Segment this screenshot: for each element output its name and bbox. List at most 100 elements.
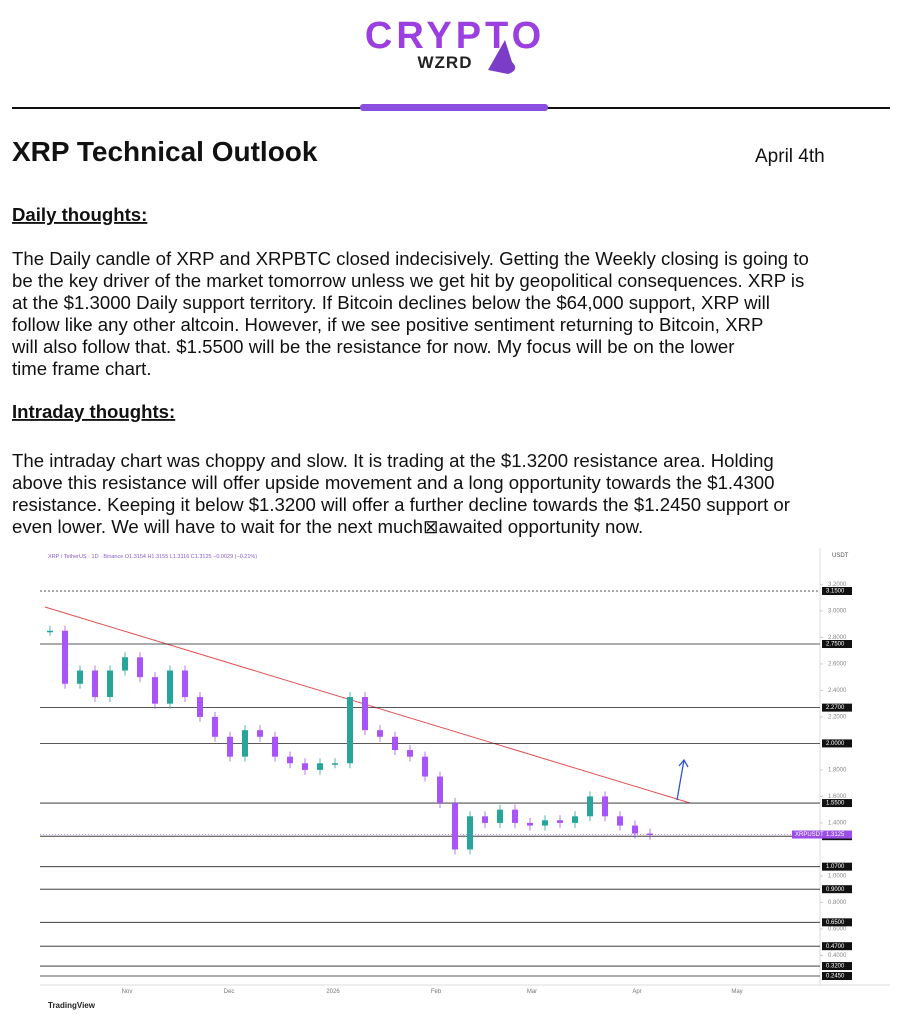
y-tick-label: 3.0000 xyxy=(828,608,847,614)
x-tick-label: May xyxy=(731,989,742,995)
level-label: 0.3200 xyxy=(826,964,845,970)
price-tag: XRPUSDT xyxy=(795,832,824,838)
candle xyxy=(482,816,488,823)
level-tag xyxy=(822,703,852,712)
candle xyxy=(572,816,578,823)
candle xyxy=(212,716,218,737)
candle xyxy=(587,796,593,817)
level-tag xyxy=(822,885,852,894)
level-tag xyxy=(822,942,852,951)
paragraph-line: will also follow that. $1.5500 will be t… xyxy=(11,336,734,357)
candle xyxy=(392,736,398,751)
section-heading: Daily thoughts: xyxy=(12,204,147,225)
level-label: 0.2450 xyxy=(826,974,845,980)
candle xyxy=(47,630,53,633)
level-tag xyxy=(822,799,852,808)
candle xyxy=(272,736,278,757)
candle xyxy=(167,670,173,704)
x-tick-label: Dec xyxy=(224,989,235,995)
level-tag xyxy=(822,918,852,927)
section-heading: Intraday thoughts: xyxy=(12,401,175,422)
level-label: 0.9000 xyxy=(826,887,845,893)
level-tag xyxy=(822,962,852,971)
candle xyxy=(347,697,353,764)
candle xyxy=(137,657,143,678)
logo-hat xyxy=(488,40,516,74)
paragraph-line: at the $1.3000 Daily support territory. … xyxy=(12,292,770,313)
paragraph-line: time frame chart. xyxy=(12,358,152,379)
candle xyxy=(62,630,68,684)
level-label: 2.2700 xyxy=(826,705,845,711)
candle xyxy=(527,822,533,826)
y-tick-label: 0.4000 xyxy=(828,953,847,959)
date: April 4th xyxy=(755,146,825,167)
candle xyxy=(557,820,563,823)
y-tick-label: 2.8000 xyxy=(828,635,847,641)
x-tick-label: Feb xyxy=(431,989,442,995)
paragraph-line: The intraday chart was choppy and slow. … xyxy=(12,450,774,471)
paragraph-line: The Daily candle of XRP and XRPBTC close… xyxy=(12,248,809,269)
candle xyxy=(617,816,623,826)
level-tag xyxy=(822,739,852,748)
candle xyxy=(542,820,548,826)
logo-bottom: WZRD xyxy=(418,53,473,72)
candle xyxy=(422,756,428,777)
footer: TradingView xyxy=(48,1001,96,1010)
y-tick-label: 1.6000 xyxy=(828,794,847,800)
candle xyxy=(107,670,113,698)
candle xyxy=(332,763,338,765)
paragraph-line: be the key driver of the market tomorrow… xyxy=(12,270,804,291)
candle xyxy=(242,730,248,757)
paragraph-line: follow like any other altcoin. However, … xyxy=(12,314,763,335)
y-tick-label: 1.0000 xyxy=(828,874,847,880)
candle xyxy=(257,730,263,737)
x-tick-label: Mar xyxy=(527,989,537,995)
rule-accent xyxy=(360,104,548,111)
level-tag xyxy=(822,972,852,980)
candle xyxy=(632,825,638,834)
level-tag xyxy=(822,862,852,871)
level-label: 2.7500 xyxy=(826,642,845,648)
candle xyxy=(362,697,368,731)
candle xyxy=(302,763,308,770)
x-tick-label: Apr xyxy=(632,989,641,995)
candle xyxy=(77,670,83,684)
candle xyxy=(227,736,233,757)
y-tick-label: 2.4000 xyxy=(828,688,847,694)
chart-bg xyxy=(40,548,890,1010)
candle xyxy=(92,670,98,698)
level-tag xyxy=(822,587,852,595)
candle xyxy=(287,756,293,764)
logo-top: CRYPTO xyxy=(365,15,545,57)
level-label: 2.0000 xyxy=(826,741,845,747)
candle xyxy=(377,730,383,737)
y-tick-label: 0.8000 xyxy=(828,900,847,906)
candle xyxy=(197,697,203,717)
x-tick-label: Nov xyxy=(122,989,133,995)
level-tag xyxy=(822,640,852,649)
candle xyxy=(437,776,443,804)
candle xyxy=(467,816,473,850)
candle xyxy=(122,657,128,671)
currency: USDT xyxy=(832,553,849,559)
arrow xyxy=(676,758,689,801)
title: XRP Technical Outlook xyxy=(12,136,318,167)
candle xyxy=(407,750,413,757)
chart-legend: XRP / TetherUS · 1D · Binance O1.3154 H1… xyxy=(48,554,257,560)
body-text: Daily thoughts: The Daily candle of XRP a… xyxy=(11,204,809,537)
paragraph-line: above this resistance will offer upside … xyxy=(12,472,774,493)
level-label: 1.0700 xyxy=(826,864,845,870)
level-label: 0.6500 xyxy=(826,920,845,926)
x-tick-label: 2026 xyxy=(326,989,340,995)
candle xyxy=(182,670,188,698)
candle xyxy=(512,809,518,823)
level-label: 0.4700 xyxy=(826,944,845,950)
candle xyxy=(152,677,158,704)
y-tick-label: 0.6000 xyxy=(828,927,847,933)
paragraph-line: resistance. Keeping it below $1.3200 wil… xyxy=(12,494,790,515)
level-label: 3.1500 xyxy=(826,589,845,595)
y-tick-label: 3.2000 xyxy=(828,582,847,588)
y-tick-label: 2.6000 xyxy=(828,661,847,667)
candle xyxy=(317,763,323,770)
